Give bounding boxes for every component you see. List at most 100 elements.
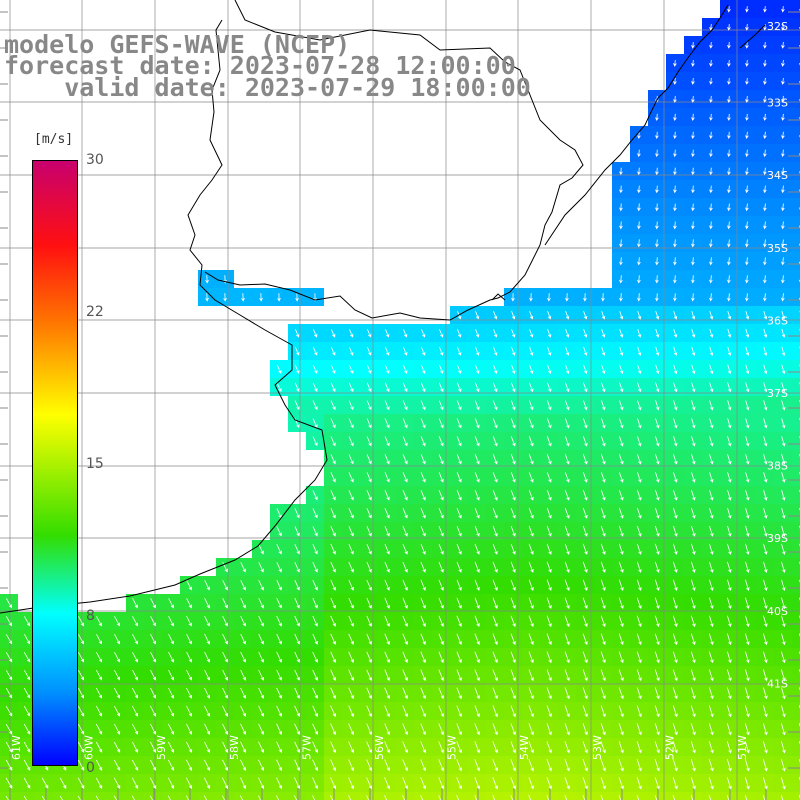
wind-arrow <box>745 42 749 49</box>
wind-arrow <box>654 525 660 537</box>
wind-arrow <box>709 203 713 212</box>
wind-arrow <box>619 221 623 230</box>
wind-arrow <box>474 651 480 664</box>
wind-arrow <box>691 364 696 375</box>
wind-arrow <box>655 239 659 248</box>
wind-arrow <box>636 561 642 573</box>
wind-arrow <box>763 59 767 67</box>
wind-arrow <box>420 579 426 591</box>
wind-arrow <box>781 77 785 85</box>
wind-arrow <box>420 454 426 465</box>
wind-arrow <box>708 741 714 754</box>
wind-arrow <box>546 579 552 591</box>
lon-label: 58W <box>228 735 241 760</box>
lat-label: 34S <box>767 169 788 182</box>
wind-arrow <box>673 418 678 429</box>
wind-arrow <box>673 364 678 375</box>
wind-arrow <box>456 454 462 465</box>
wind-arrow <box>709 364 714 375</box>
wind-arrow <box>205 293 209 302</box>
wind-arrow <box>492 651 498 664</box>
wind-arrow <box>601 311 606 320</box>
wind-cell <box>792 558 800 576</box>
wind-cell <box>792 270 800 288</box>
wind-arrow <box>312 705 318 717</box>
wind-arrow <box>763 669 768 682</box>
wind-arrow <box>654 543 660 555</box>
wind-arrow <box>673 203 677 212</box>
wind-arrow <box>781 185 785 194</box>
wind-arrow <box>763 95 767 103</box>
wind-arrow <box>583 364 588 375</box>
wind-arrow <box>672 759 678 772</box>
wind-arrow <box>745 24 749 31</box>
wind-arrow <box>636 543 642 555</box>
wind-arrow <box>745 471 750 483</box>
wind-arrow <box>439 346 444 356</box>
wind-arrow <box>510 795 514 800</box>
wind-cell <box>666 792 684 800</box>
wind-arrow <box>619 293 623 302</box>
wind-arrow <box>132 669 138 681</box>
wind-arrow <box>150 741 157 753</box>
wind-arrow <box>709 95 713 103</box>
wind-arrow <box>582 454 588 465</box>
wind-arrow <box>492 633 498 646</box>
wind-arrow <box>564 597 570 609</box>
wind-arrow <box>204 669 210 681</box>
wind-arrow <box>763 346 768 357</box>
wind-arrow <box>312 580 318 591</box>
wind-arrow <box>167 795 171 800</box>
wind-arrow <box>547 346 552 356</box>
wind-arrow <box>294 687 300 699</box>
wind-arrow <box>727 454 732 465</box>
wind-arrow <box>745 257 749 266</box>
wind-arrow <box>438 543 444 555</box>
wind-arrow <box>348 633 354 645</box>
wind-arrow <box>204 651 210 663</box>
wind-arrow <box>745 239 749 248</box>
wind-arrow <box>763 6 767 13</box>
wind-arrow <box>511 328 516 338</box>
wind-arrow <box>168 705 174 717</box>
wind-arrow <box>619 275 623 284</box>
wind-cell <box>144 792 162 800</box>
wind-arrow <box>601 400 606 411</box>
wind-arrow <box>637 167 641 176</box>
wind-arrow <box>600 471 606 483</box>
wind-cell <box>540 792 558 800</box>
wind-arrow <box>708 723 714 736</box>
wind-arrow <box>474 489 480 501</box>
wind-arrow <box>655 293 659 302</box>
wind-arrow <box>312 400 318 411</box>
wind-arrow <box>402 400 408 411</box>
wind-arrow <box>204 723 210 735</box>
wind-arrow <box>564 687 570 700</box>
wind-arrow <box>294 544 300 555</box>
wind-cell <box>54 792 72 800</box>
wind-arrow <box>745 633 750 646</box>
wind-arrow <box>672 651 678 664</box>
wind-arrow <box>564 543 570 555</box>
wind-arrow <box>546 723 552 736</box>
wind-arrow <box>492 597 498 609</box>
wind-arrow <box>96 616 102 627</box>
wind-arrow <box>672 723 678 736</box>
wind-arrow <box>510 669 516 682</box>
wind-arrow <box>636 723 642 736</box>
wind-arrow <box>312 490 318 501</box>
wind-arrow <box>546 471 552 483</box>
wind-arrow <box>366 723 372 736</box>
wind-arrow <box>456 364 462 374</box>
wind-arrow <box>348 418 354 429</box>
wind-cell <box>792 216 800 234</box>
wind-arrow <box>492 400 498 411</box>
wind-arrow <box>636 795 640 800</box>
wind-arrow <box>366 436 372 447</box>
wind-arrow <box>492 669 498 682</box>
wind-arrow <box>744 723 750 736</box>
wind-arrow <box>510 615 516 627</box>
wind-arrow <box>564 759 570 772</box>
wind-arrow <box>438 472 444 483</box>
wind-arrow <box>420 687 426 700</box>
